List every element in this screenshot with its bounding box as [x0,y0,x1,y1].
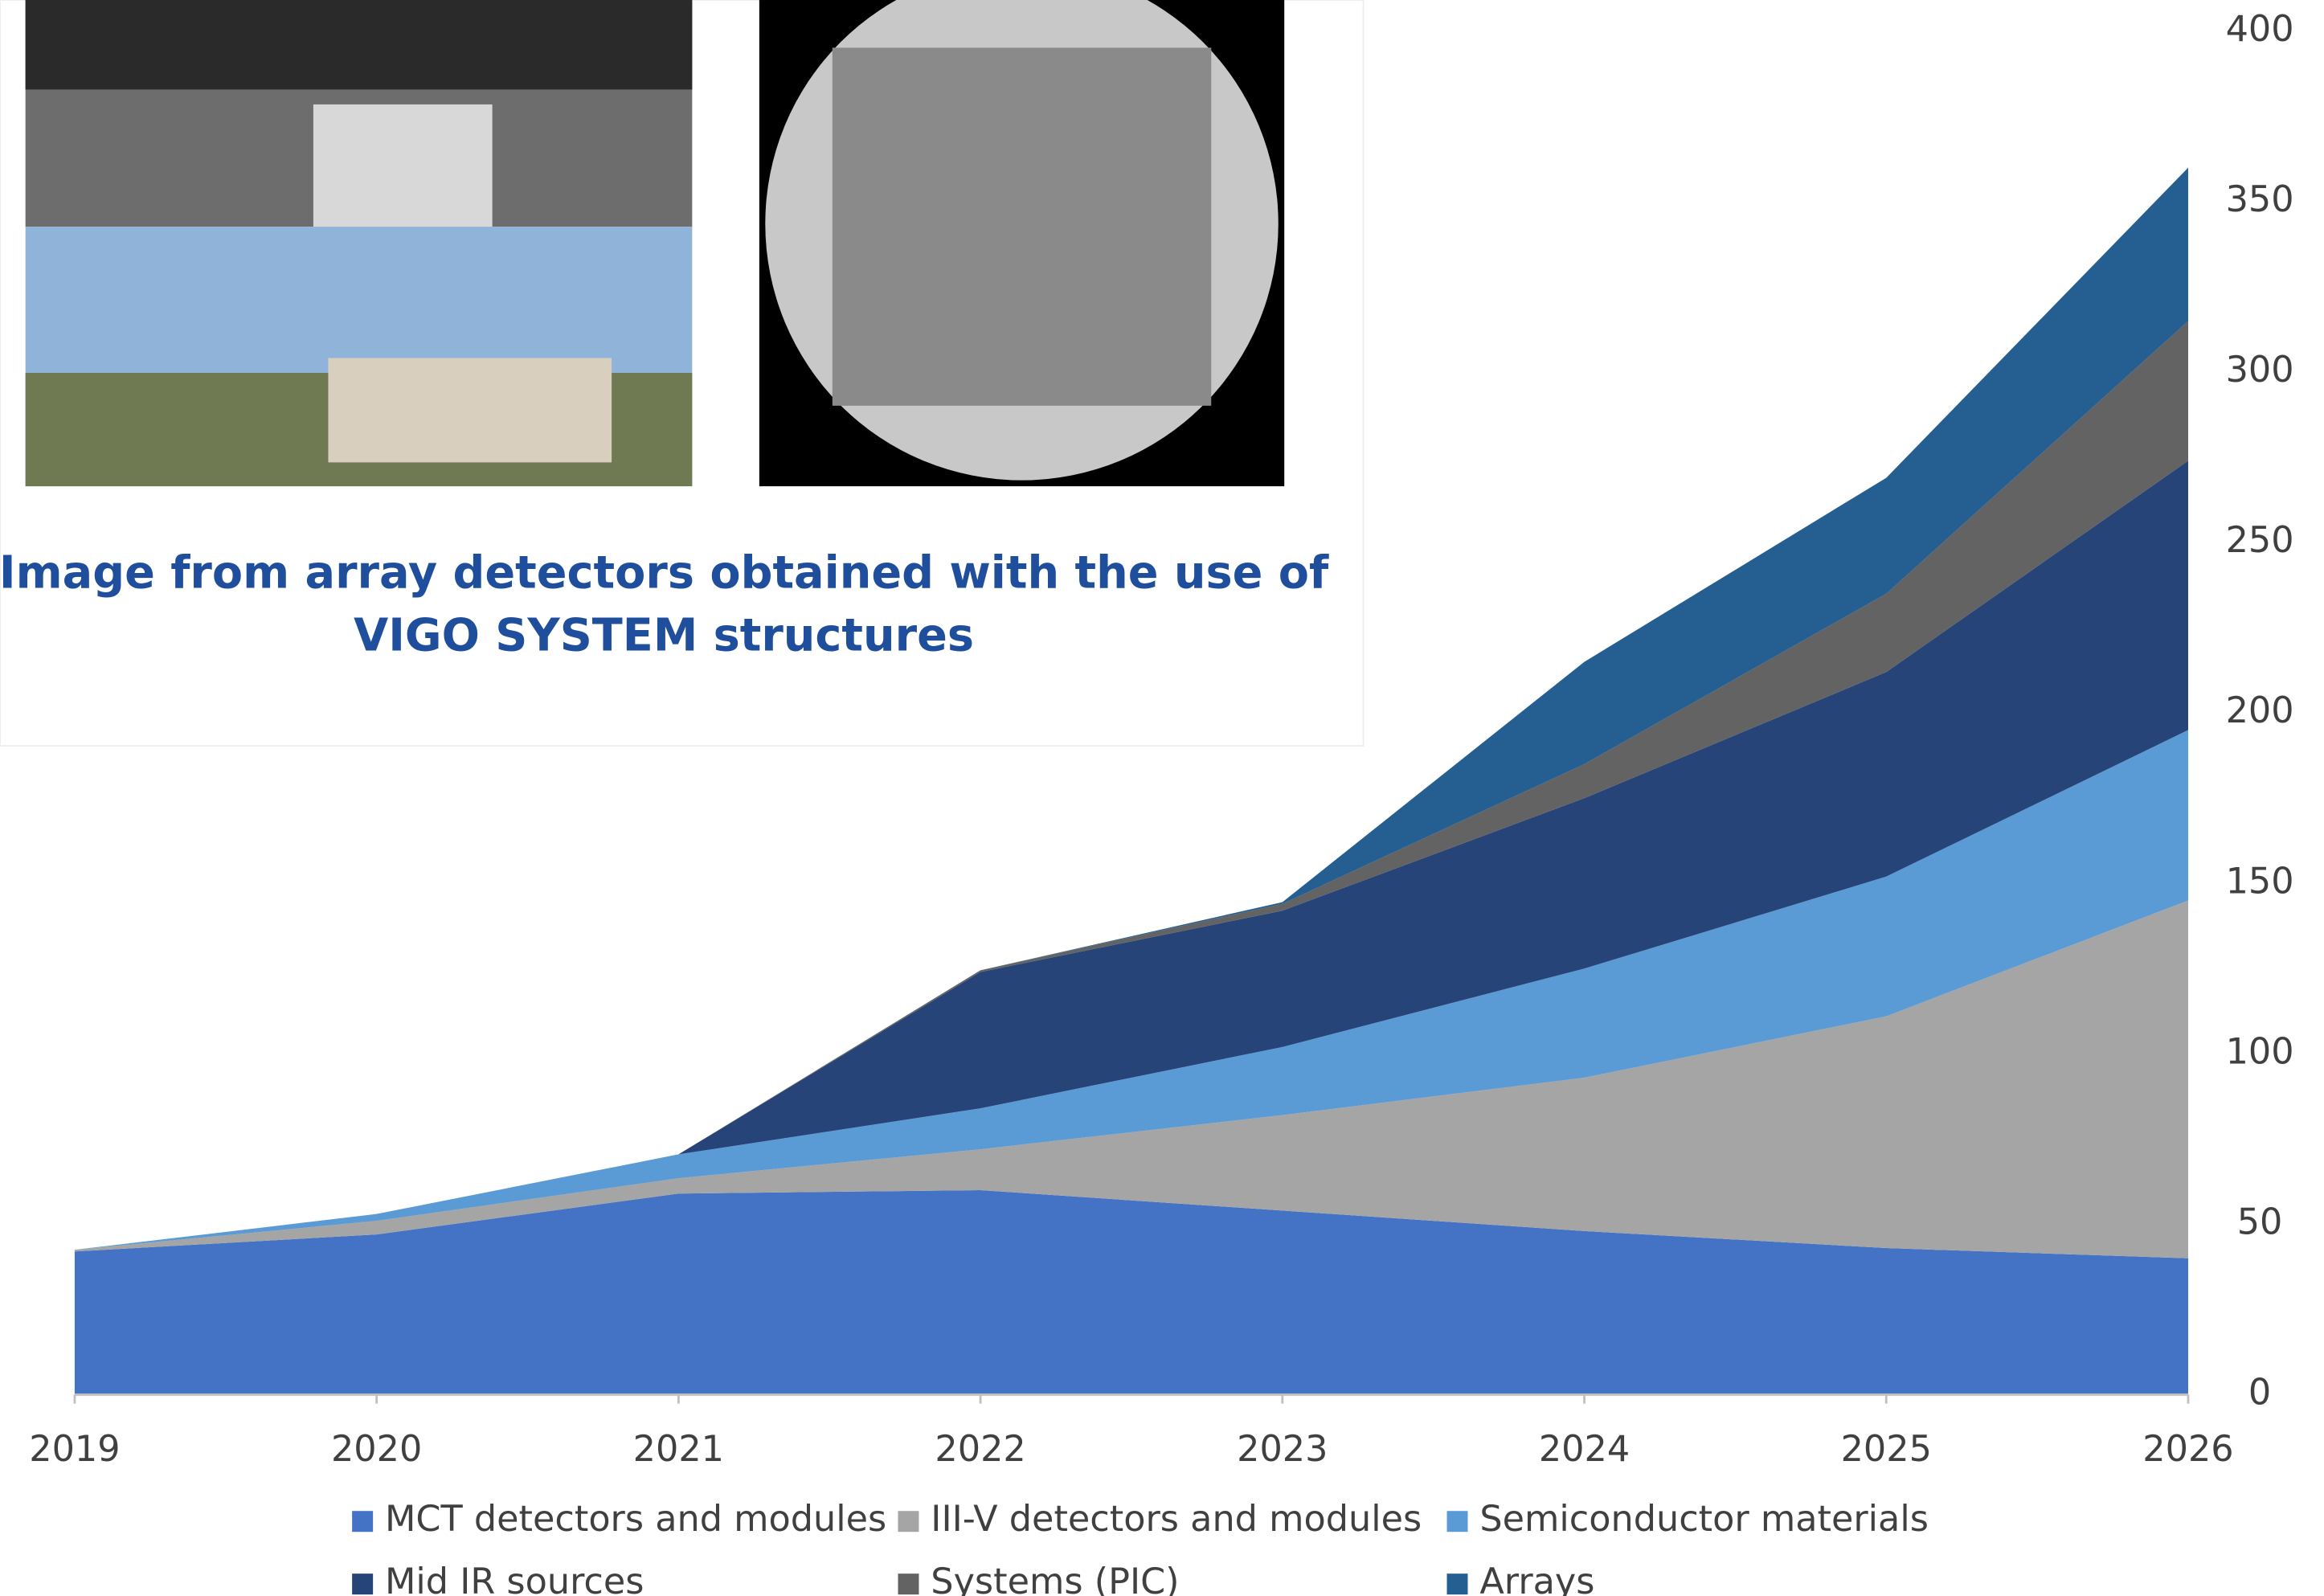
y-tick-label: 200 [2226,690,2294,731]
legend-swatch [898,1573,919,1595]
y-tick-label: 400 [2226,8,2294,50]
area [74,460,2188,1250]
x-tick-label: 2019 [29,1428,120,1470]
x-tick-label: 2020 [331,1428,422,1470]
area [74,730,2188,1250]
legend-swatch [1446,1511,1468,1533]
y-tick-label: 250 [2226,519,2294,561]
legend-label: MCT detectors and modules [385,1498,886,1540]
caption: Image from array detectors obtained with… [0,547,1329,600]
y-tick-label: 100 [2226,1030,2294,1072]
thermal-building [313,104,493,227]
wafer-dies [832,47,1212,406]
thermal-sky [25,0,693,90]
x-tick-label: 2026 [2142,1428,2233,1470]
y-tick-label: 300 [2226,349,2294,391]
x-tick-label: 2023 [1237,1428,1328,1470]
image-panel: Image from array detectors obtained with… [0,0,1365,747]
legend-label: Semiconductor materials [1479,1498,1929,1540]
area [74,900,2188,1258]
legend-label: Systems (PIC) [931,1561,1179,1596]
caption: VIGO SYSTEM structures [354,610,974,662]
y-tick-label: 150 [2226,860,2294,902]
legend-label: Arrays [1479,1561,1594,1596]
legend-swatch [1446,1573,1468,1595]
x-tick-label: 2021 [633,1428,724,1470]
x-tick-label: 2025 [1841,1428,1932,1470]
visible-building [328,358,612,463]
legend-swatch [352,1573,374,1595]
x-tick-label: 2022 [935,1428,1025,1470]
y-tick-label: 50 [2237,1201,2283,1242]
x-tick-label: 2024 [1539,1428,1630,1470]
legend-label: Mid IR sources [385,1561,644,1596]
y-tick-label: 350 [2226,178,2294,220]
area [74,1189,2188,1395]
legend-swatch [352,1511,374,1533]
legend-label: III-V detectors and modules [931,1498,1422,1540]
legend-swatch [898,1511,919,1533]
y-tick-label: 0 [2248,1371,2271,1413]
